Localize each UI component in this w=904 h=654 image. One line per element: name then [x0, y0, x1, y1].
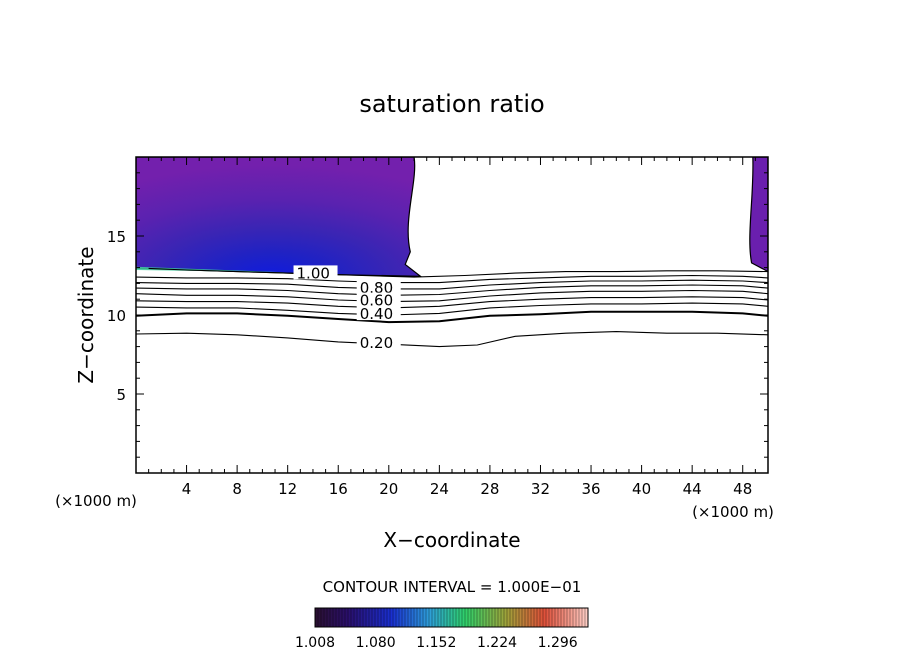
contour-interval-label: CONTOUR INTERVAL = 1.000E−01 — [323, 578, 582, 596]
x-tick-labels: 4 8 12 16 20 24 28 32 36 40 44 48 — [182, 480, 752, 498]
field-right — [749, 157, 768, 273]
contour-label-bg — [356, 306, 401, 321]
contour-label-bg — [293, 265, 338, 280]
y-unit-label: (×1000 m) — [55, 492, 137, 510]
x-tick-label: 32 — [531, 480, 550, 498]
contour-labels: 1.00 0.800.600.40 0.20 — [293, 264, 401, 352]
x-unit-label: (×1000 m) — [692, 503, 774, 521]
x-tick-label: 28 — [480, 480, 499, 498]
contour-line-1.00 — [148, 267, 768, 278]
x-tick-label: 8 — [232, 480, 242, 498]
contour-line-0.20 — [136, 331, 768, 348]
x-tick-label: 4 — [182, 480, 192, 498]
contour-line-0.80 — [136, 279, 768, 290]
contour-label-bg — [356, 334, 401, 349]
contour-label: 0.80 — [360, 279, 393, 297]
colorbar-tick-label: 1.296 — [538, 635, 578, 651]
x-tick-label: 44 — [683, 480, 702, 498]
contour-lines — [136, 267, 768, 348]
y-tick-label: 5 — [116, 386, 126, 404]
colorbar-tick-label: 1.080 — [356, 635, 396, 651]
contour-label: 0.40 — [360, 305, 393, 323]
contour-label-bg — [356, 292, 401, 307]
y-tick-label: 15 — [107, 228, 126, 246]
contour-label-bg — [356, 280, 401, 295]
contour-line-0.40 — [136, 302, 768, 316]
contour-line-0.90 — [136, 274, 768, 284]
contour-line-0.30 — [136, 310, 768, 324]
contour-label: 0.60 — [360, 292, 393, 310]
x-tick-label: 20 — [379, 480, 398, 498]
field-left — [136, 157, 423, 277]
x-tick-label: 36 — [581, 480, 600, 498]
contour-line-0.60 — [136, 289, 768, 303]
contour-line-0.50 — [136, 296, 768, 309]
x-tick-label: 40 — [632, 480, 651, 498]
contour-line-0.70 — [136, 284, 768, 296]
y-tick-label: 10 — [107, 307, 126, 325]
x-tick-label: 24 — [430, 480, 449, 498]
colorbar-tick-label: 1.008 — [295, 635, 335, 651]
y-tick-labels: 5 10 15 — [107, 228, 126, 404]
colorbar-stripes — [317, 608, 586, 627]
colorbar-gradient — [314, 607, 589, 628]
contour-label: 1.00 — [297, 264, 330, 282]
colorbar-tick-labels: 1.008 1.080 1.152 1.224 1.296 — [295, 635, 578, 651]
shaded-field — [136, 157, 768, 277]
field-high-value-band — [136, 266, 288, 273]
axis-ticks — [135, 156, 769, 474]
chart-title: saturation ratio — [359, 90, 544, 118]
contour-label: 0.20 — [360, 334, 393, 352]
y-axis-label: Z−coordinate — [74, 246, 98, 383]
x-tick-label: 12 — [278, 480, 297, 498]
colorbar-tick-label: 1.152 — [416, 635, 456, 651]
x-tick-label: 48 — [733, 480, 752, 498]
colorbar: 1.008 1.080 1.152 1.224 1.296 — [295, 607, 589, 651]
colorbar-tick-label: 1.224 — [477, 635, 517, 651]
x-axis-label: X−coordinate — [383, 528, 520, 552]
x-tick-label: 16 — [329, 480, 348, 498]
